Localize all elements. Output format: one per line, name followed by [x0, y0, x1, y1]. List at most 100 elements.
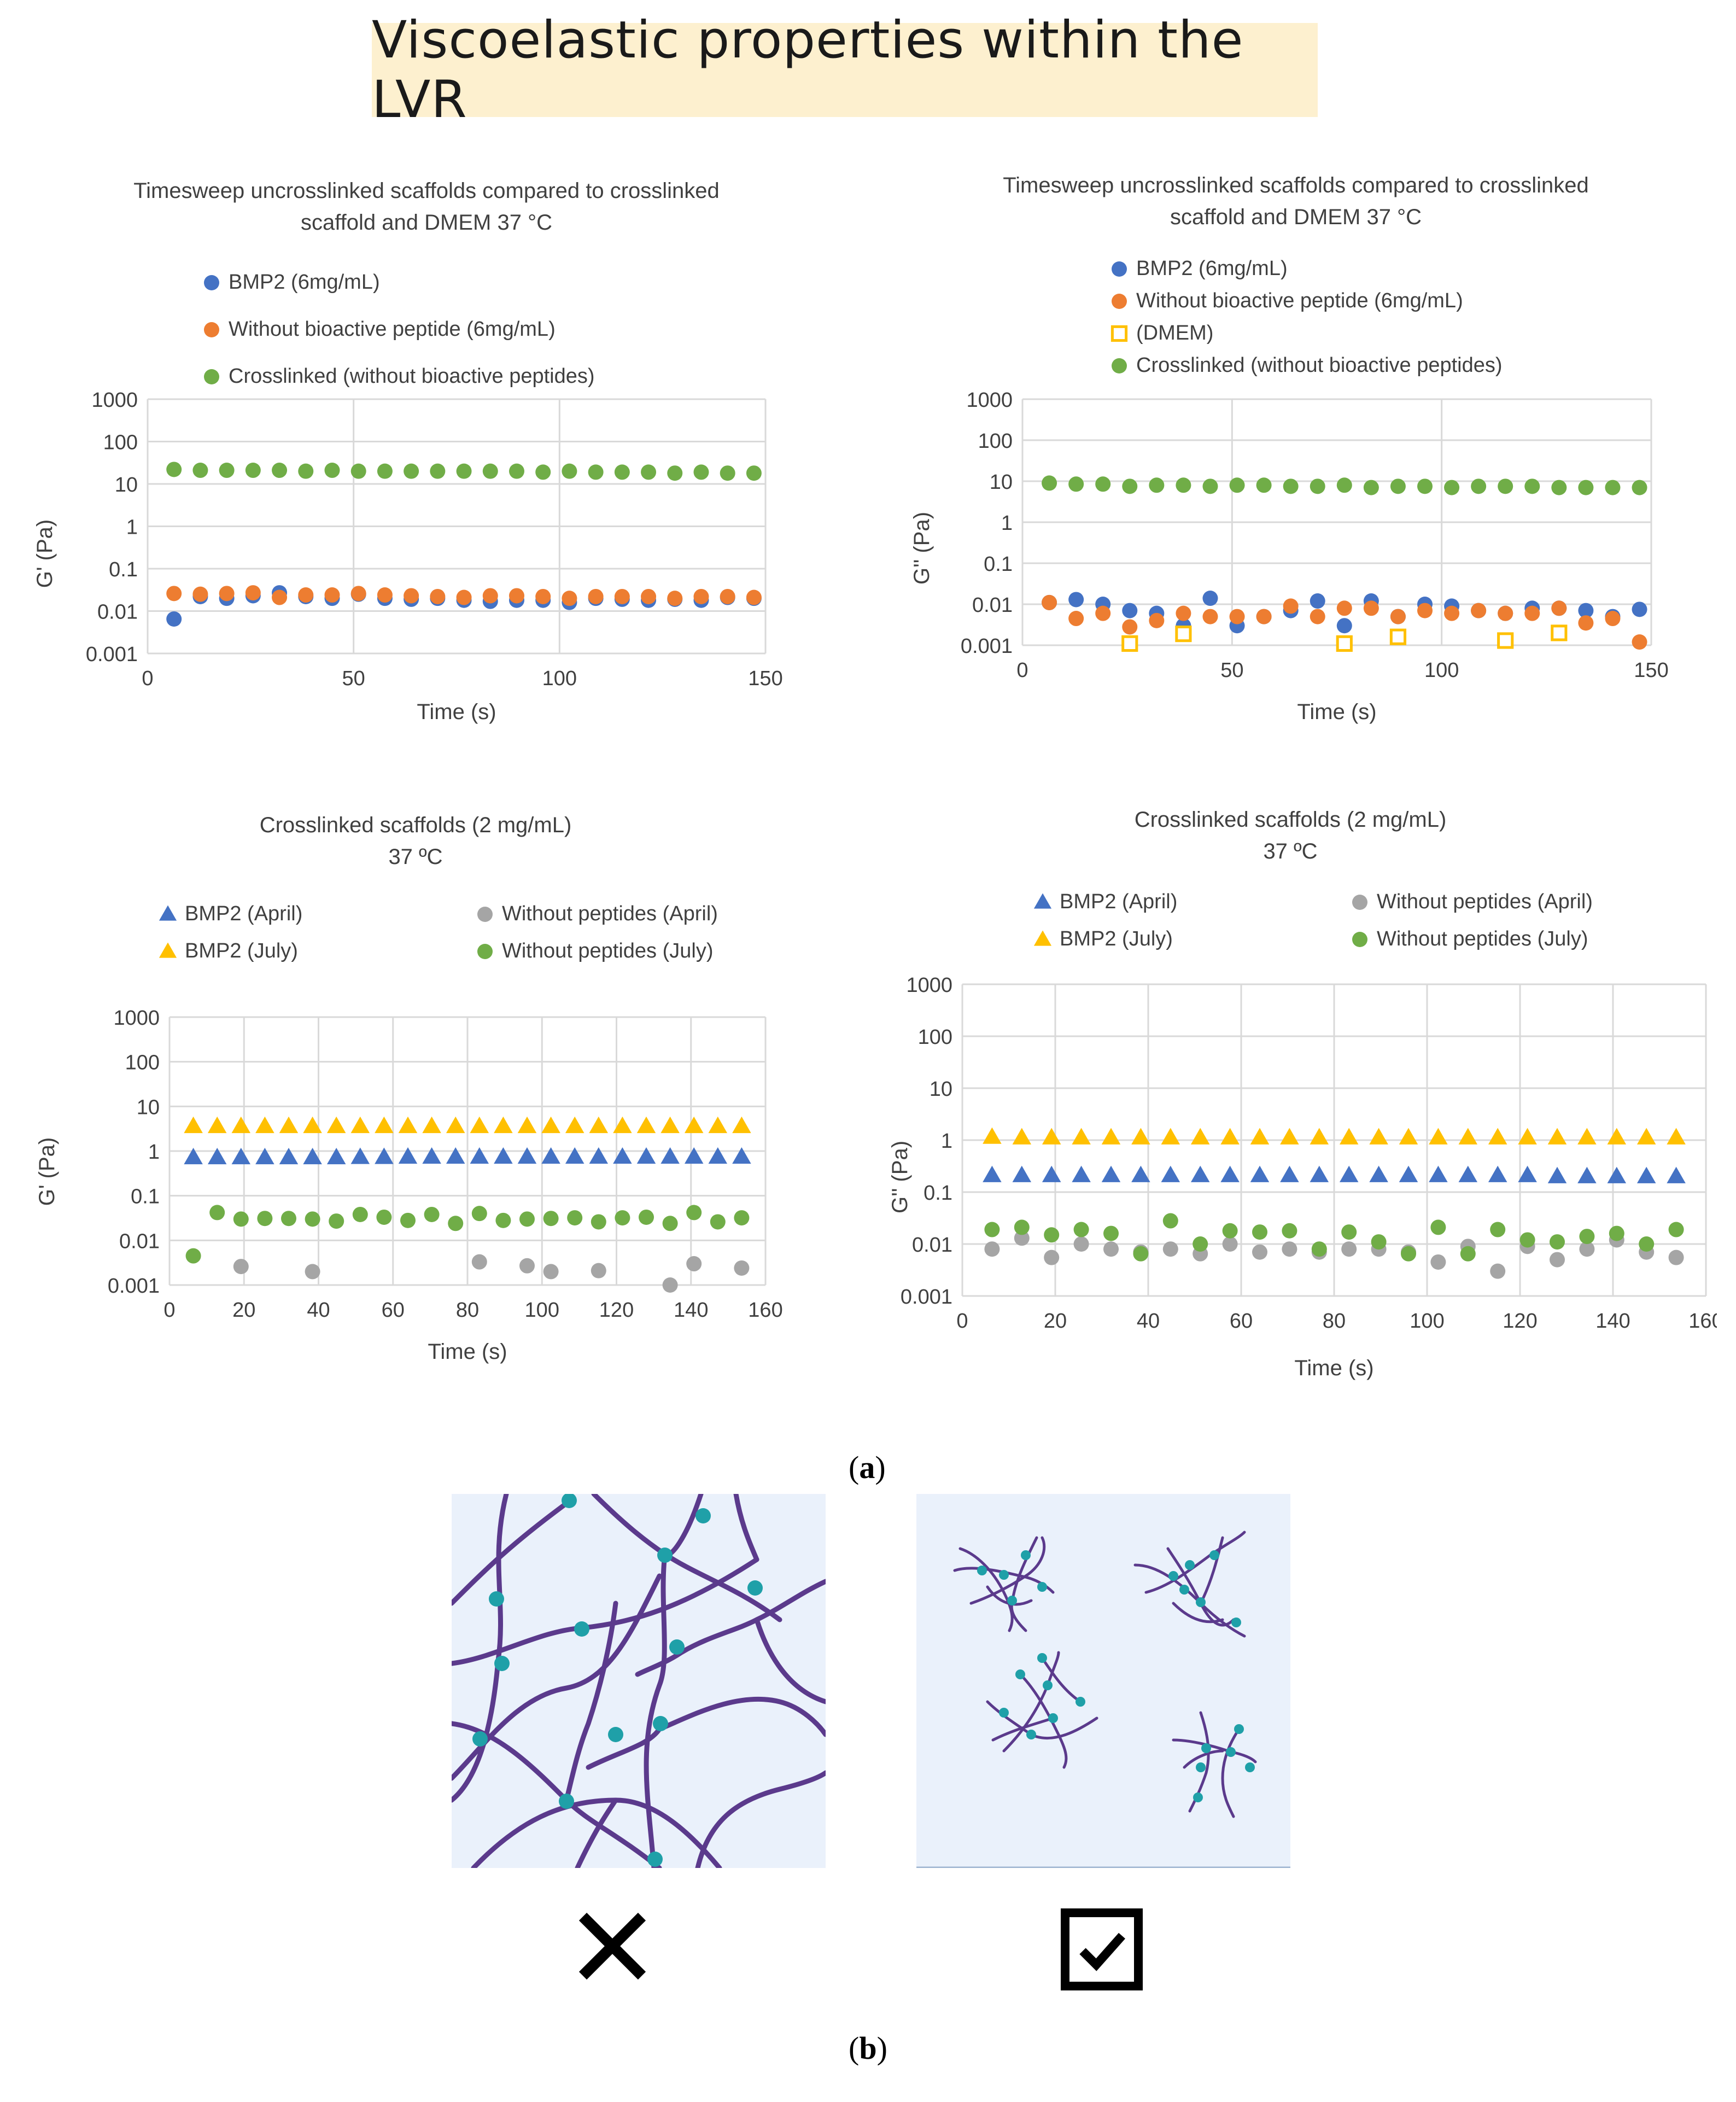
data-point-without-bioactive-peptide-6mg-ml — [746, 589, 762, 605]
data-point-bmp2-april — [1250, 1165, 1270, 1182]
y-tick-label: 100 — [978, 430, 1013, 453]
y-tick-label: 1000 — [91, 389, 138, 412]
data-point-crosslinked-without-bioactive-peptides — [588, 464, 604, 480]
data-point-without-peptides-july — [471, 1206, 487, 1222]
legend-marker-icon — [477, 906, 493, 922]
data-point-bmp2-april — [255, 1148, 274, 1165]
data-point-without-peptides-july — [400, 1212, 416, 1228]
data-point-crosslinked-without-bioactive-peptides — [456, 463, 472, 479]
data-point-without-peptides-july — [352, 1206, 368, 1222]
data-point-without-peptides-april — [1073, 1236, 1089, 1252]
legend-marker — [477, 943, 493, 959]
data-point-crosslinked-without-bioactive-peptides — [1149, 477, 1165, 493]
data-point-without-peptides-july — [710, 1214, 726, 1230]
y-tick-label: 0.001 — [86, 643, 138, 666]
x-tick-label: 160 — [748, 1299, 782, 1322]
data-point-bmp2-april — [1131, 1165, 1150, 1182]
data-point-without-peptides-april — [686, 1256, 702, 1272]
data-point-bmp2-july — [1429, 1128, 1448, 1145]
legend-marker-icon — [1352, 894, 1367, 910]
data-point-without-bioactive-peptide-6mg-ml — [166, 586, 182, 602]
data-point-bmp2-july — [541, 1116, 560, 1134]
data-point-bmp2-april — [1310, 1165, 1329, 1182]
legend-marker — [1352, 931, 1367, 947]
chart-plot-area: 0.001 0.01 0.1 1 10 100 1000 0 20 40 60 80 100 120 140… — [901, 974, 1717, 1333]
data-point-without-bioactive-peptide-6mg-ml — [1310, 609, 1325, 624]
data-point-bmp2-july — [1190, 1128, 1210, 1145]
x-tick-label: 80 — [456, 1299, 479, 1322]
x-tick-label: 20 — [232, 1299, 255, 1322]
data-point-without-bioactive-peptide-6mg-ml — [1578, 615, 1594, 631]
data-point-without-bioactive-peptide-6mg-ml — [1390, 609, 1406, 624]
data-point-bmp2-6mg-ml — [1632, 602, 1647, 617]
data-point-bmp2-july — [1547, 1128, 1567, 1145]
chart-plot-area: 0.001 0.01 0.1 1 10 100 1000 0 50 100 150 — [86, 389, 783, 690]
data-point-without-peptides-july — [1073, 1222, 1089, 1237]
data-point-without-peptides-july — [1103, 1225, 1119, 1241]
data-point-bmp2-april — [1577, 1166, 1597, 1183]
data-point-bmp2-july — [1369, 1128, 1388, 1145]
legend-label: BMP2 (July) — [1060, 927, 1173, 950]
data-point-bmp2-april — [1607, 1166, 1627, 1183]
y-tick-label: 100 — [918, 1026, 952, 1049]
data-point-bmp2-july — [1518, 1128, 1537, 1145]
data-point-bmp2-april — [303, 1148, 322, 1165]
data-point-without-bioactive-peptide-6mg-ml — [1336, 600, 1352, 616]
data-point-bmp2-july — [184, 1116, 203, 1134]
data-point-without-bioactive-peptide-6mg-ml — [1444, 605, 1460, 621]
data-point-without-peptides-july — [519, 1211, 535, 1227]
data-point-bmp2-july — [303, 1116, 322, 1134]
data-point-crosslinked-without-bioactive-peptides — [404, 463, 419, 479]
data-point-without-peptides-july — [1639, 1236, 1655, 1252]
data-point-crosslinked-without-bioactive-peptides — [693, 464, 709, 480]
y-tick-label: 1 — [941, 1130, 952, 1153]
data-point-without-peptides-july — [1282, 1223, 1297, 1239]
series-dmem — [1121, 624, 1568, 652]
data-point-bmp2-april — [279, 1148, 299, 1165]
data-point-crosslinked-without-bioactive-peptides — [562, 463, 577, 479]
data-point-without-bioactive-peptide-6mg-ml — [614, 588, 630, 604]
legend-marker-icon — [1352, 931, 1367, 947]
data-point-without-peptides-july — [305, 1211, 320, 1227]
data-point-crosslinked-without-bioactive-peptides — [1605, 480, 1621, 495]
y-tick-label: 0.1 — [131, 1186, 160, 1208]
data-point-without-peptides-july — [1133, 1246, 1149, 1262]
data-point-bmp2-april — [1547, 1166, 1567, 1183]
series-bmp2-july — [184, 1116, 751, 1134]
data-point-bmp2-july — [1101, 1128, 1121, 1145]
data-point-without-bioactive-peptide-6mg-ml — [535, 588, 551, 604]
series-bmp2-july — [983, 1127, 1686, 1145]
data-point-bmp2-april — [1667, 1166, 1686, 1183]
clustered-network-illustration — [916, 1494, 1290, 1868]
data-point-without-bioactive-peptide-6mg-ml — [1068, 611, 1084, 627]
x-tick-label: 0 — [956, 1310, 968, 1333]
dense-network-illustration — [452, 1494, 826, 1868]
chart-plot-area: 0.001 0.01 0.1 1 10 100 1000 0 20 40 60 80 100 120 140… — [108, 1007, 783, 1322]
data-point-bmp2-april — [1518, 1165, 1537, 1182]
x-tick-label: 150 — [1634, 659, 1668, 682]
data-point-bmp2-april — [184, 1148, 203, 1165]
y-tick-label: 1000 — [966, 389, 1013, 412]
cluster-nodes — [977, 1550, 1255, 1802]
data-point-without-bioactive-peptide-6mg-ml — [1149, 612, 1165, 628]
data-point-crosslinked-without-bioactive-peptides — [535, 464, 551, 480]
legend-marker-icon — [1110, 325, 1128, 342]
chart-title-line1: Timesweep uncrosslinked scaffolds compar… — [1003, 173, 1589, 197]
legend-item-without-bioactive-peptide-6mg-ml: Without bioactive peptide (6mg/mL) — [202, 318, 556, 341]
data-point-bmp2-july — [398, 1116, 418, 1134]
data-point-without-peptides-july — [1668, 1222, 1684, 1237]
y-tick-label: 0.01 — [972, 594, 1013, 617]
data-point-crosslinked-without-bioactive-peptides — [1417, 478, 1433, 494]
chart-title-line2: 37 ºC — [1263, 839, 1318, 863]
data-point-bmp2-april — [422, 1147, 441, 1164]
data-point-crosslinked-without-bioactive-peptides — [1498, 478, 1513, 494]
legend-item-bmp2-april: BMP2 (April) — [159, 902, 302, 926]
data-point-bmp2-april — [613, 1147, 632, 1164]
data-point-without-bioactive-peptide-6mg-ml — [667, 591, 683, 606]
data-point-bmp2-april — [1339, 1165, 1359, 1182]
data-point-without-peptides-july — [233, 1211, 249, 1227]
data-point-bmp2-july — [470, 1116, 489, 1134]
x-tick-label: 100 — [1424, 659, 1459, 682]
data-point-without-bioactive-peptide-6mg-ml — [562, 591, 577, 606]
legend-item-bmp2-april: BMP2 (April) — [1033, 890, 1177, 914]
